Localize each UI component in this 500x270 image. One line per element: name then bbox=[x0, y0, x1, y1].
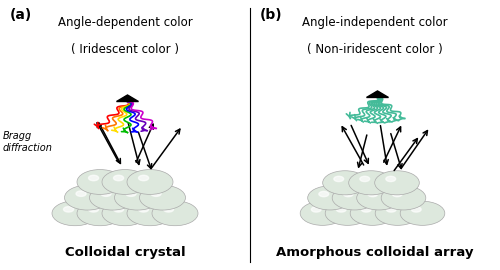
Circle shape bbox=[319, 191, 328, 197]
Circle shape bbox=[392, 191, 402, 197]
Circle shape bbox=[77, 201, 123, 226]
Circle shape bbox=[386, 207, 396, 212]
Circle shape bbox=[362, 207, 371, 212]
Circle shape bbox=[374, 92, 380, 96]
Circle shape bbox=[114, 175, 124, 181]
Circle shape bbox=[127, 201, 173, 226]
Circle shape bbox=[126, 191, 136, 196]
Circle shape bbox=[138, 207, 148, 212]
Circle shape bbox=[138, 175, 148, 181]
Circle shape bbox=[381, 186, 426, 210]
Circle shape bbox=[332, 186, 377, 210]
Circle shape bbox=[350, 201, 395, 225]
Circle shape bbox=[300, 201, 345, 225]
Text: Angle-dependent color: Angle-dependent color bbox=[58, 16, 192, 29]
Text: Angle-independent color: Angle-independent color bbox=[302, 16, 448, 29]
Circle shape bbox=[76, 191, 86, 196]
Circle shape bbox=[64, 185, 110, 210]
Circle shape bbox=[101, 191, 111, 196]
Text: Colloidal crystal: Colloidal crystal bbox=[64, 246, 186, 259]
Circle shape bbox=[124, 96, 130, 100]
Text: ( Non-iridescent color ): ( Non-iridescent color ) bbox=[307, 43, 443, 56]
Circle shape bbox=[412, 207, 421, 212]
Text: Bragg
diffraction: Bragg diffraction bbox=[2, 131, 52, 153]
Circle shape bbox=[77, 170, 123, 194]
Circle shape bbox=[164, 207, 173, 212]
Circle shape bbox=[52, 201, 98, 226]
Text: ( Iridescent color ): ( Iridescent color ) bbox=[71, 43, 179, 56]
Polygon shape bbox=[366, 91, 388, 97]
Circle shape bbox=[308, 186, 352, 210]
Circle shape bbox=[114, 185, 160, 210]
Text: (b): (b) bbox=[260, 8, 282, 22]
Circle shape bbox=[88, 207, 99, 212]
Circle shape bbox=[400, 201, 445, 225]
Circle shape bbox=[374, 171, 420, 195]
Text: (a): (a) bbox=[10, 8, 32, 22]
Circle shape bbox=[356, 186, 402, 210]
Circle shape bbox=[344, 191, 353, 197]
Circle shape bbox=[325, 201, 370, 225]
Circle shape bbox=[102, 170, 148, 194]
Circle shape bbox=[151, 191, 161, 196]
Circle shape bbox=[88, 175, 99, 181]
Circle shape bbox=[64, 207, 74, 212]
Circle shape bbox=[90, 185, 136, 210]
Polygon shape bbox=[116, 95, 138, 102]
Circle shape bbox=[322, 171, 368, 195]
Circle shape bbox=[140, 185, 186, 210]
Circle shape bbox=[127, 170, 173, 194]
Circle shape bbox=[375, 201, 420, 225]
Circle shape bbox=[360, 176, 370, 182]
Circle shape bbox=[114, 207, 124, 212]
Circle shape bbox=[312, 207, 321, 212]
Circle shape bbox=[368, 191, 378, 197]
Circle shape bbox=[152, 201, 198, 226]
Circle shape bbox=[348, 171, 394, 195]
Circle shape bbox=[386, 176, 396, 182]
Circle shape bbox=[336, 207, 346, 212]
Circle shape bbox=[102, 201, 148, 226]
Text: Amorphous colloidal array: Amorphous colloidal array bbox=[276, 246, 474, 259]
Circle shape bbox=[334, 176, 344, 182]
